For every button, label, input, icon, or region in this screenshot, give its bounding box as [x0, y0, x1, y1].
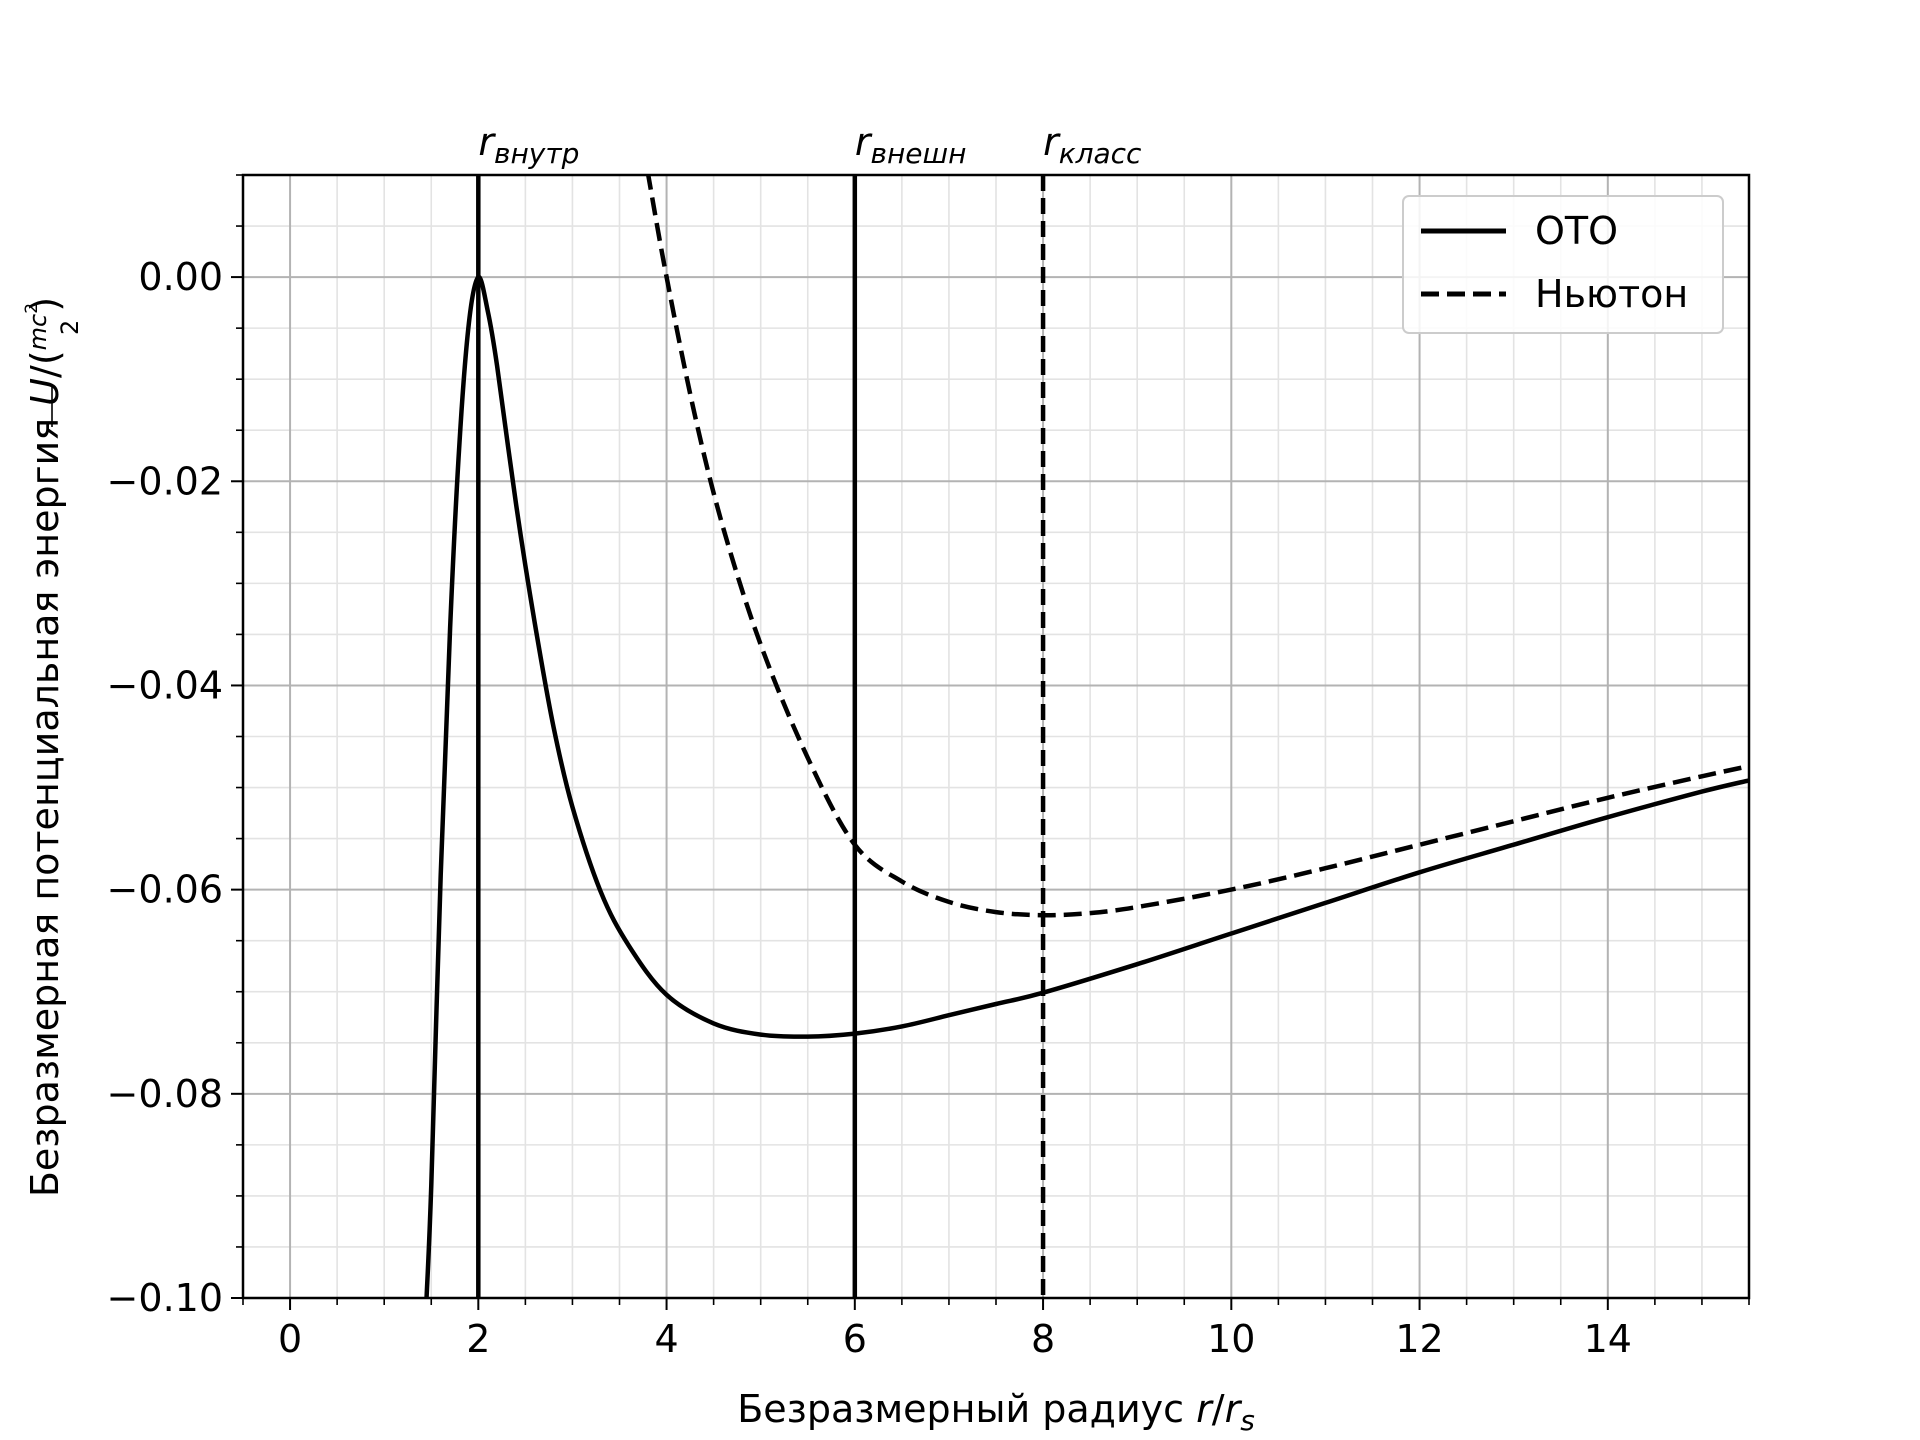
vline-label-main: r [855, 120, 873, 164]
y-axis-frac-num: mc [24, 314, 52, 351]
x-axis-var-r2: r [1225, 1387, 1243, 1431]
y-tick-label: −0.08 [107, 1072, 223, 1116]
y-axis-var-u: U [23, 378, 67, 406]
vline-label-класс: rкласс [1043, 120, 1142, 170]
x-tick-label: 10 [1207, 1317, 1255, 1361]
y-tick-labels: 0.00 −0.02 −0.04 −0.06 −0.08 −0.10 [107, 255, 223, 1320]
vline-label-main: r [478, 120, 496, 164]
x-tick-label: 2 [466, 1317, 490, 1361]
x-tick-labels: 0 2 4 6 8 10 12 14 [278, 1317, 1632, 1361]
x-tick-label: 0 [278, 1317, 302, 1361]
legend-label-oto: ОТО [1535, 209, 1618, 253]
y-axis-paren-open: /( [23, 350, 67, 378]
vline-label-sub: внутр [494, 137, 579, 170]
vline-label-sub: класс [1059, 137, 1142, 170]
y-axis-title: Безразмерная потенциальная энергия U/(mc… [22, 297, 84, 1197]
y-tick-label: 0.00 [138, 255, 223, 299]
y-tick-label: −0.02 [107, 459, 223, 503]
y-tick-label: −0.10 [107, 1276, 223, 1320]
y-axis-title-text: Безразмерная потенциальная энергия [23, 406, 67, 1197]
x-axis-title: Безразмерный радиус r/rs [737, 1387, 1255, 1437]
x-tick-label: 6 [843, 1317, 867, 1361]
x-tick-label: 12 [1395, 1317, 1443, 1361]
y-tick-label: −0.06 [107, 868, 223, 912]
vline-label-sub: внешн [870, 137, 966, 170]
y-tick-label: −0.04 [107, 663, 223, 707]
x-axis-sub-s: s [1240, 1404, 1255, 1437]
x-tick-label: 4 [654, 1317, 678, 1361]
axis-ticks [231, 174, 1750, 1310]
legend-label-newton: Ньютон [1535, 272, 1688, 316]
series-line-ОТО [424, 274, 1749, 1298]
reference-lines [476, 175, 1046, 1298]
y-axis-frac-den: 2 [56, 320, 84, 335]
legend: ОТО Ньютон [1402, 195, 1724, 334]
vline-label-внутр: rвнутр [478, 120, 579, 170]
x-tick-label: 14 [1584, 1317, 1632, 1361]
series-lines [424, 175, 1749, 1298]
x-axis-title-text: Безразмерный радиус [737, 1387, 1196, 1431]
x-axis-var-r: r [1196, 1387, 1214, 1431]
series-line-Ньютон [645, 175, 1749, 918]
vline-label-внешн: rвнешн [855, 120, 967, 170]
x-axis-slash: / [1212, 1387, 1225, 1431]
y-axis-paren-close: ) [23, 297, 67, 312]
x-tick-label: 8 [1031, 1317, 1055, 1361]
y-axis-frac-sup: 2 [22, 303, 42, 314]
reference-line-labels: rвнутр rвнешн rкласс [478, 120, 1142, 170]
vline-label-main: r [1043, 120, 1061, 164]
